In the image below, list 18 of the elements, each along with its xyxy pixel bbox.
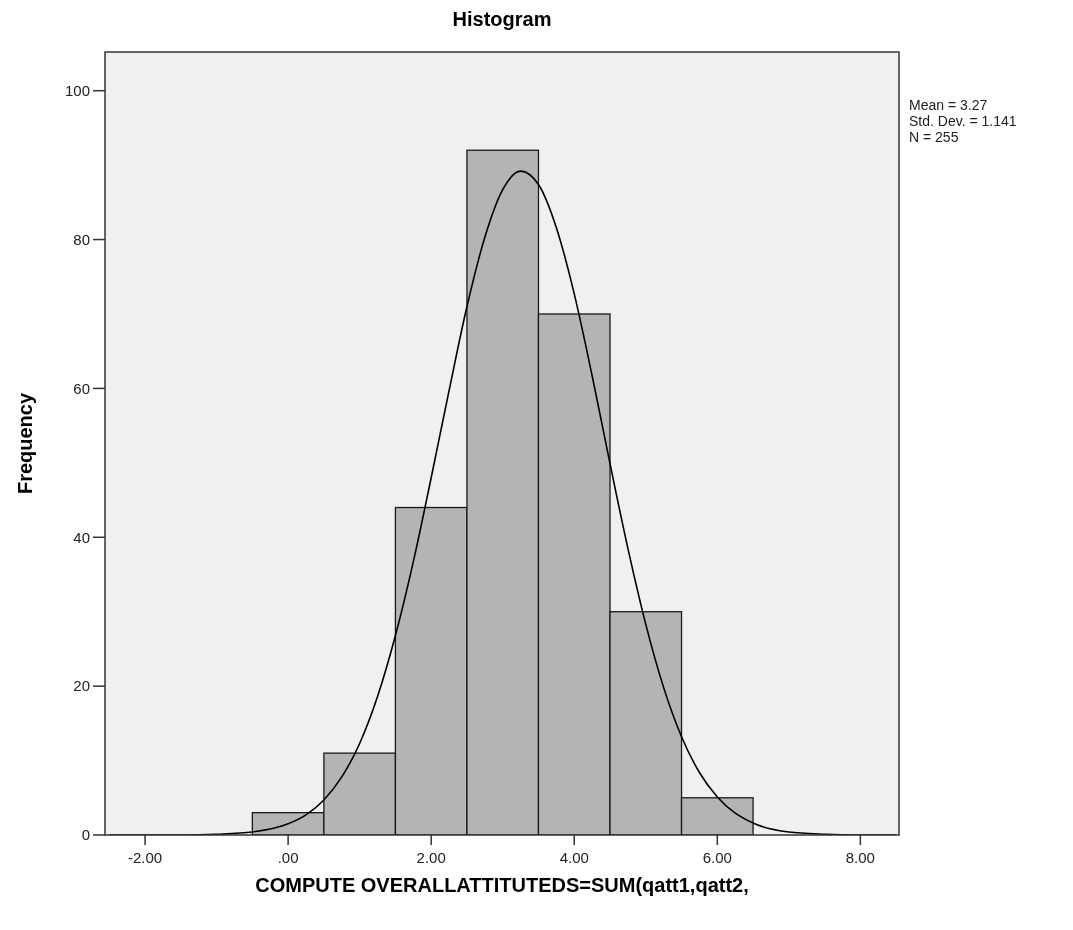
y-tick-label: 60	[73, 379, 90, 397]
x-tick-label: 8.00	[845, 849, 875, 866]
y-tick-label: 0	[81, 826, 90, 844]
text: N = 255	[909, 129, 959, 145]
x-tick-label: 2.00	[416, 849, 446, 866]
y-tick-label: 100	[64, 81, 90, 99]
x-tick-label: .00	[277, 849, 299, 866]
y-tick-label: 40	[73, 528, 90, 546]
text: Mean = 3.27	[909, 97, 988, 113]
x-tick-label: 4.00	[559, 849, 589, 866]
y-axis-title: Frequency	[14, 392, 36, 495]
text: Std. Dev. = 1.141	[909, 113, 1017, 129]
y-tick-label: 80	[73, 230, 90, 248]
chart-title: Histogram	[452, 8, 552, 30]
y-tick-label: 20	[73, 677, 90, 695]
x-axis-title: COMPUTE OVERALLATTITUTEDS=SUM(qatt1,qatt2,	[255, 874, 749, 896]
x-tick-label: 6.00	[702, 849, 732, 866]
x-tick-label: -2.00	[127, 849, 163, 866]
